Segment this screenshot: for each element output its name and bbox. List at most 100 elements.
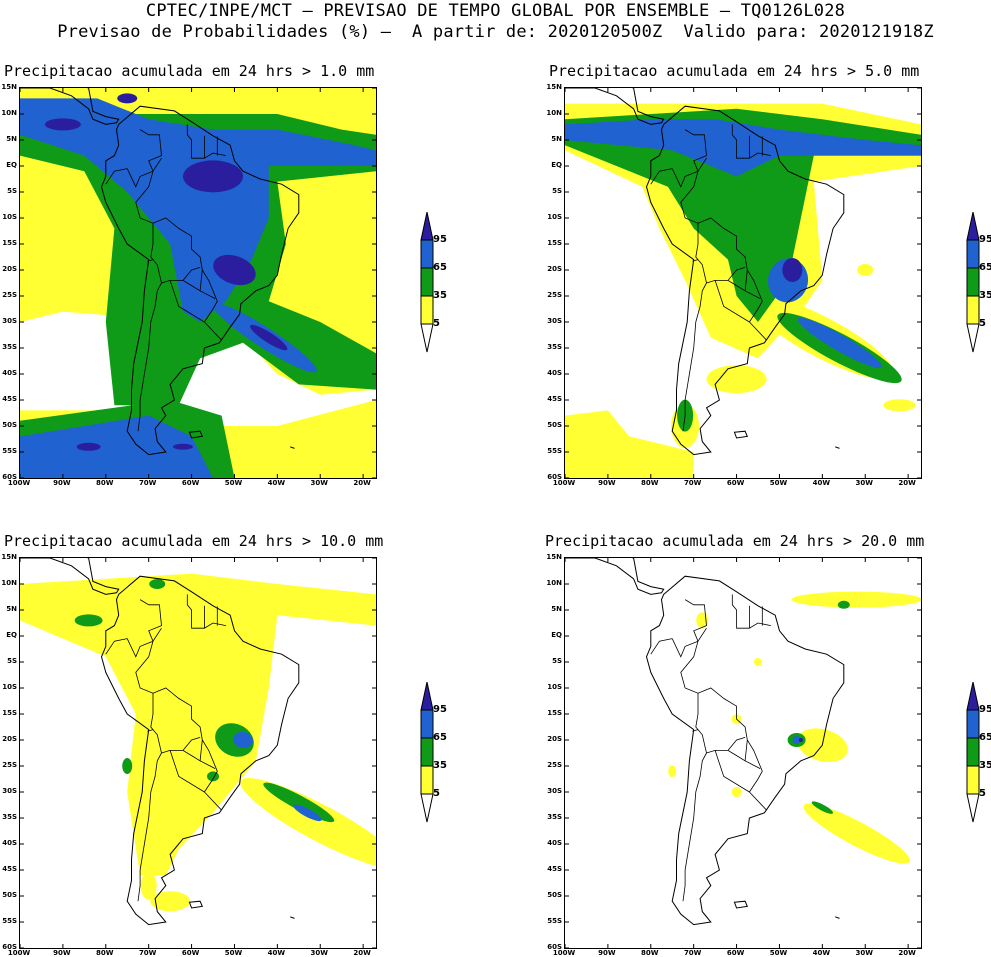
lat-tick-label: 10S [2, 213, 17, 221]
lat-tick-label: 60S [2, 473, 17, 481]
lat-tick-label: 15N [546, 83, 562, 91]
lon-tick-label: 40W [812, 949, 831, 957]
axis-ticks [565, 88, 921, 478]
lat-tick-label: 15S [2, 709, 17, 717]
panel-title: Precipitacao acumulada em 24 hrs > 1.0 m… [4, 62, 375, 80]
lat-tick-label: 25S [547, 291, 562, 299]
lat-tick-label: 20S [547, 265, 562, 273]
lon-tick-label: 30W [855, 949, 873, 957]
panel-title: Precipitacao acumulada em 24 hrs > 10.0 … [4, 532, 384, 550]
lat-tick-label: 10N [1, 109, 17, 117]
lon-tick-label: 100W [552, 479, 576, 487]
lat-tick-label: 45S [547, 395, 562, 403]
lat-tick-label: 35S [2, 813, 17, 821]
lat-tick-label: 15S [2, 239, 17, 247]
lon-tick-label: 60W [181, 949, 200, 957]
prob-35-65-area [787, 600, 850, 814]
legend-swatch-35 [420, 267, 434, 297]
lat-tick-label: 45S [2, 865, 17, 873]
lon-tick-label: 50W [769, 949, 788, 957]
lat-tick-label: 55S [2, 447, 17, 455]
lat-tick-label: 55S [547, 447, 562, 455]
legend-swatch-95 [966, 682, 980, 711]
lon-tick-label: 40W [267, 479, 286, 487]
lat-tick-label: 40S [547, 839, 562, 847]
lon-tick-label: 30W [855, 479, 873, 487]
prob-95-area [798, 738, 803, 742]
map-20mm [564, 557, 922, 949]
lat-tick-label: 25S [2, 761, 17, 769]
legend-label: 35 [979, 290, 991, 301]
legend-label: 95 [433, 704, 447, 715]
country-borders [650, 594, 771, 902]
chart-title: CPTEC/INPE/MCT – PREVISAO DE TEMPO GLOBA… [145, 1, 846, 21]
lat-tick-label: 15S [547, 239, 562, 247]
prob-5-35-area [668, 591, 921, 864]
legend-swatch-65 [966, 239, 980, 269]
lat-tick-label: 40S [2, 369, 17, 377]
legend-label: 95 [433, 234, 447, 245]
lon-tick-label: 70W [138, 479, 157, 487]
lat-tick-label: 40S [2, 839, 17, 847]
lat-tick-label: 10N [1, 579, 17, 587]
lon-tick-label: 20W [898, 949, 916, 957]
lon-tick-label: 70W [683, 479, 702, 487]
legend-label: 35 [433, 290, 447, 301]
lat-tick-label: 50S [547, 421, 562, 429]
country-borders [105, 594, 226, 902]
lon-tick-label: 90W [598, 949, 616, 957]
lat-tick-label: 30S [2, 317, 17, 325]
legend-swatch-65 [966, 709, 980, 739]
lat-tick-label: EQ [551, 161, 562, 169]
lon-tick-label: 70W [683, 949, 702, 957]
legend-label: 95 [979, 704, 991, 715]
lat-tick-label: 20S [547, 735, 562, 743]
legend-label: 5 [433, 318, 440, 329]
lon-tick-label: 80W [96, 949, 114, 957]
country-borders [105, 124, 226, 432]
legend-label: 5 [979, 318, 986, 329]
legend-swatch-35 [966, 737, 980, 767]
lat-tick-label: 15N [546, 553, 562, 561]
lat-tick-label: 5S [7, 657, 17, 665]
prob-95-area [782, 258, 803, 282]
lat-tick-label: 20S [2, 735, 17, 743]
lat-tick-label: 50S [2, 421, 17, 429]
lat-tick-label: 30S [547, 317, 562, 325]
legend-swatch-5 [966, 295, 980, 325]
lat-tick-label: 5N [551, 135, 562, 143]
prob-65-95-area [233, 731, 322, 822]
lon-tick-label: 60W [726, 479, 745, 487]
legend-label: 65 [433, 732, 447, 743]
legend-label: 65 [433, 262, 447, 273]
legend-swatch-95 [966, 212, 980, 241]
lon-tick-label: 90W [53, 479, 71, 487]
lat-tick-label: 35S [547, 813, 562, 821]
lon-tick-label: 80W [96, 479, 114, 487]
lat-tick-label: EQ [6, 631, 17, 639]
axis-ticks [565, 558, 921, 948]
legend-swatch-0 [420, 323, 434, 353]
lat-tick-label: 45S [2, 395, 17, 403]
legend-label: 5 [979, 788, 986, 799]
lon-tick-label: 50W [224, 949, 243, 957]
lat-tick-label: 55S [2, 917, 17, 925]
lat-tick-label: 5S [552, 187, 562, 195]
lon-tick-label: 60W [181, 479, 200, 487]
lat-tick-label: 10S [547, 213, 562, 221]
legend-swatch-5 [420, 295, 434, 325]
legend-swatch-95 [420, 682, 434, 711]
lat-tick-label: EQ [551, 631, 562, 639]
color-legend: 95 65 35 5 [420, 682, 450, 824]
lon-tick-label: 20W [898, 479, 916, 487]
lat-tick-label: 25S [2, 291, 17, 299]
lat-tick-label: 25S [547, 761, 562, 769]
lat-tick-label: 35S [547, 343, 562, 351]
lon-tick-label: 100W [552, 949, 576, 957]
legend-label: 95 [979, 234, 991, 245]
lat-tick-label: 60S [547, 473, 562, 481]
lat-tick-label: 15N [1, 553, 17, 561]
lat-tick-label: 5S [7, 187, 17, 195]
lat-tick-label: 5N [551, 605, 562, 613]
color-legend: 95 65 35 5 [966, 682, 991, 824]
